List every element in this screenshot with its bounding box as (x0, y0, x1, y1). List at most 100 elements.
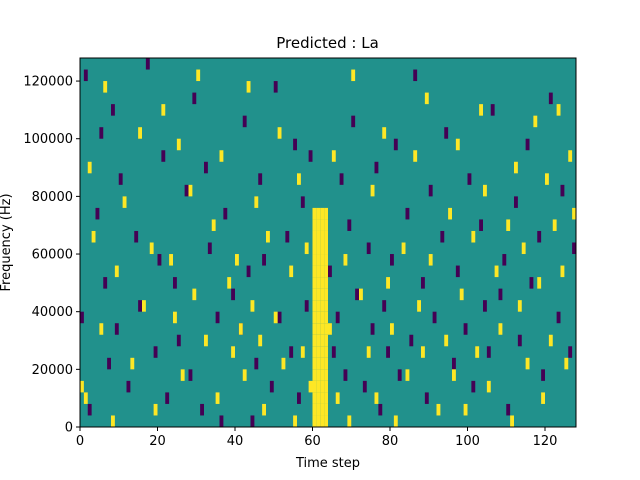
heatmap-cell-high (324, 277, 328, 289)
heatmap-cell-high (413, 150, 418, 162)
heatmap-cell-high (324, 369, 328, 381)
heatmap-cell-low (452, 357, 456, 370)
heatmap-cell-low (173, 277, 177, 289)
heatmap-cell-low (118, 173, 123, 185)
heatmap-cell-high (192, 288, 197, 301)
heatmap-cell-low (343, 369, 348, 381)
heatmap-cell-high (316, 369, 321, 381)
heatmap-cell-high (316, 380, 321, 393)
heatmap-cell-high (316, 288, 321, 301)
heatmap-cell-high (331, 150, 336, 162)
heatmap-cell-high (320, 207, 325, 220)
heatmap-cell-high (196, 69, 201, 82)
heatmap-cell-high (312, 277, 317, 289)
x-tick-label: 120 (533, 434, 558, 449)
heatmap-cell-high (320, 254, 325, 266)
heatmap-cell-low (397, 369, 402, 381)
heatmap-cell-high (231, 346, 235, 358)
heatmap-cell-high (320, 230, 325, 243)
heatmap-cell-high (91, 230, 96, 243)
heatmap-cell-high (366, 346, 371, 358)
heatmap-cell-high (312, 392, 317, 404)
heatmap-cell-low (114, 323, 119, 335)
heatmap-cell-low (304, 300, 309, 312)
heatmap-cell-high (246, 81, 251, 93)
heatmap-cell-low (409, 334, 414, 347)
heatmap-cell-low (165, 392, 170, 404)
heatmap-cell-high (312, 334, 317, 347)
heatmap-cell-high (316, 357, 321, 370)
x-tick-label: 40 (227, 434, 244, 449)
heatmap-cell-high (560, 265, 565, 278)
heatmap-cell-high (324, 254, 328, 266)
heatmap-cell-high (316, 277, 321, 289)
heatmap-cell-low (331, 346, 336, 358)
heatmap-cell-low (289, 346, 294, 358)
heatmap-cells (80, 58, 576, 427)
heatmap-cell-low (242, 115, 247, 128)
heatmap-cell-low (184, 184, 189, 197)
heatmap-cell-high (312, 242, 317, 255)
heatmap-cell-low (421, 277, 425, 289)
heatmap-cell-high (304, 242, 309, 255)
heatmap-cell-high (297, 173, 301, 185)
plot-area (79, 57, 577, 428)
heatmap-cell-high (300, 346, 305, 358)
heatmap-cell-high (316, 254, 321, 266)
heatmap-cell-high (320, 219, 325, 231)
heatmap-cell-high (250, 300, 255, 312)
heatmap-cell-low (390, 254, 394, 266)
heatmap-cell-high (517, 300, 522, 312)
heatmap-cell-high (572, 207, 576, 220)
heatmap-cell-high (382, 127, 387, 139)
heatmap-cell-high (324, 300, 328, 312)
heatmap-cell-high (475, 346, 480, 358)
y-tick-label: 120000 (23, 75, 73, 90)
heatmap-cell-high (328, 323, 332, 335)
heatmap-cell-high (316, 403, 321, 416)
heatmap-cell-low (568, 346, 573, 358)
heatmap-cell-high (374, 392, 379, 404)
heatmap-cell-high (320, 323, 325, 335)
heatmap-cell-high (312, 323, 317, 335)
heatmap-cell-low (285, 230, 290, 243)
heatmap-cell-high (324, 288, 328, 301)
heatmap-cell-high (130, 357, 135, 370)
heatmap-cell-high (324, 230, 328, 243)
heatmap-cell-high (390, 323, 394, 335)
heatmap-cell-low (215, 311, 220, 324)
heatmap-cell-high (99, 323, 104, 335)
heatmap-cell-low (80, 311, 84, 324)
heatmap-cell-high (463, 403, 468, 416)
heatmap-cell-low (498, 288, 503, 301)
heatmap-cell-low (351, 115, 356, 128)
heatmap-cell-high (238, 323, 243, 335)
heatmap-cell-high (312, 254, 317, 266)
heatmap-cell-low (223, 207, 228, 220)
heatmap-cell-high (87, 161, 92, 174)
y-axis-label: Frequency (Hz) (0, 193, 14, 291)
heatmap-cell-high (316, 242, 321, 255)
heatmap-cell-high (421, 346, 425, 358)
heatmap-cell-high (254, 196, 259, 208)
heatmap-cell-high (324, 415, 328, 427)
heatmap-cell-high (277, 127, 282, 139)
heatmap-cell-high (324, 219, 328, 231)
heatmap-cell-high (343, 254, 348, 266)
heatmap-cell-low (300, 196, 305, 208)
heatmap-cell-low (424, 392, 429, 404)
heatmap-cell-high (401, 242, 406, 255)
heatmap-cell-low (111, 104, 115, 116)
heatmap-cell-high (506, 219, 511, 231)
heatmap-cell-high (351, 69, 356, 82)
heatmap-cell-high (312, 311, 317, 324)
heatmap-cell-low (99, 127, 104, 139)
heatmap-cell-low (514, 196, 518, 208)
heatmap-cell-low (393, 138, 398, 151)
heatmap-cell-high (320, 415, 325, 427)
x-tick-label: 80 (382, 434, 399, 449)
heatmap-cell-high (235, 254, 239, 266)
heatmap-cell-low (382, 300, 387, 312)
heatmap-cell-high (324, 265, 328, 278)
heatmap-cell-high (308, 380, 313, 393)
